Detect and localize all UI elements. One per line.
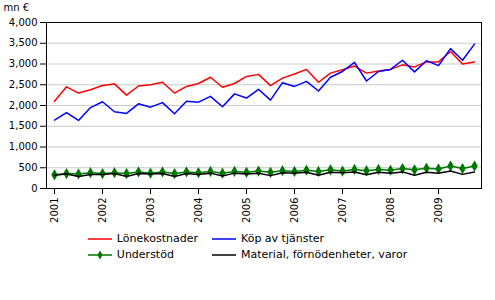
svg-text:3,000: 3,000: [9, 58, 38, 69]
svg-text:500: 500: [18, 162, 37, 173]
svg-text:2007: 2007: [337, 198, 348, 223]
svg-text:1,500: 1,500: [9, 120, 38, 131]
svg-text:2005: 2005: [241, 198, 252, 223]
svg-text:2009: 2009: [433, 198, 444, 223]
svg-text:mn €: mn €: [4, 2, 30, 13]
html-text:Material, förnödenheter, varor: Material, förnödenheter, varor: [241, 248, 408, 261]
svg-text:2,000: 2,000: [9, 100, 38, 111]
svg-text:3,500: 3,500: [9, 37, 38, 48]
html-text:Köp av tjänster: Köp av tjänster: [241, 232, 324, 245]
svg-text:2008: 2008: [385, 198, 396, 223]
svg-text:2001: 2001: [49, 198, 60, 223]
svg-text:4,000: 4,000: [9, 17, 38, 28]
svg-text:2,500: 2,500: [9, 79, 38, 90]
html-text:Understöd: Understöd: [116, 248, 174, 261]
svg-text:1,000: 1,000: [9, 141, 38, 152]
svg-text:2002: 2002: [97, 198, 108, 223]
html-text:Lönekostnader: Lönekostnader: [116, 232, 198, 245]
svg-text:0: 0: [31, 183, 37, 194]
svg-text:2003: 2003: [145, 198, 156, 223]
svg-text:2006: 2006: [289, 198, 300, 223]
svg-text:2004: 2004: [193, 198, 204, 223]
